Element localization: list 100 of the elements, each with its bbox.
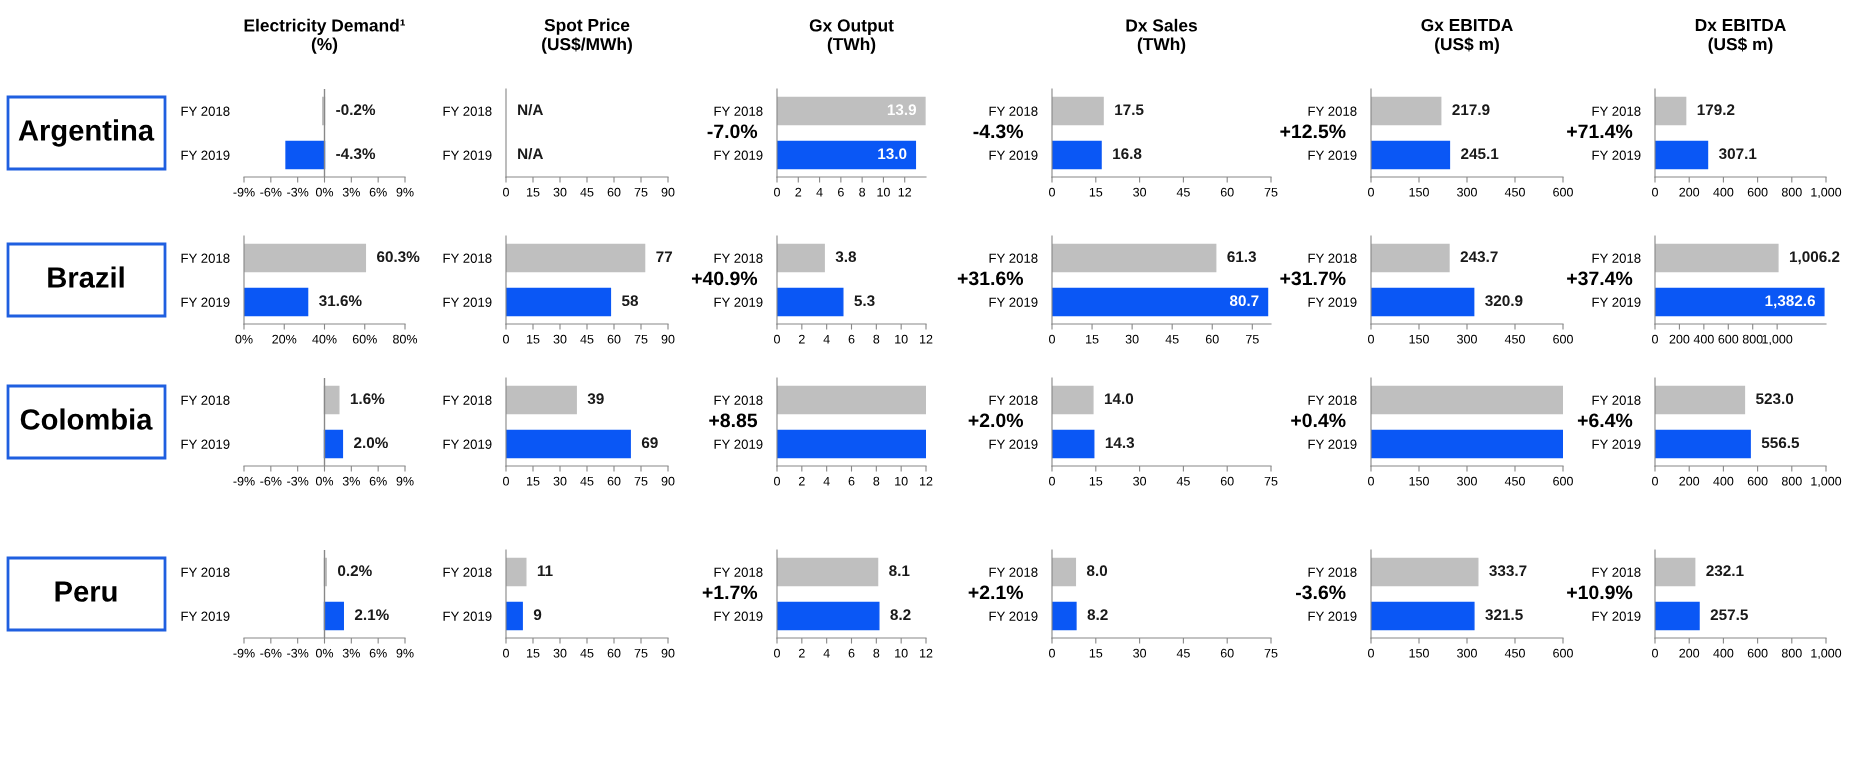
x-tick-label: -6%	[260, 187, 282, 197]
y-tick-label: FY 2018	[443, 395, 492, 405]
x-tick-label: 600	[1747, 187, 1768, 197]
x-tick-label: 4	[816, 187, 823, 197]
x-tick-label: 800	[1781, 648, 1802, 658]
data-label: 523.0	[1756, 393, 1794, 405]
x-tick-label: 0	[1049, 187, 1055, 197]
x-tick-label: 2	[798, 334, 805, 344]
x-tick-label: 150	[1409, 187, 1429, 197]
x-tick-label: 600	[1747, 648, 1768, 658]
x-tick-label: 15	[1089, 476, 1103, 486]
y-tick-label: FY 2019	[714, 150, 763, 160]
x-tick-label: 60	[1220, 648, 1234, 658]
x-tick-label: 6	[848, 648, 855, 658]
x-tick-label: -3%	[287, 648, 309, 658]
y-tick-label: FY 2019	[714, 611, 763, 621]
x-tick-label: 6	[848, 476, 855, 486]
y-axis-title: Colombia	[20, 408, 153, 430]
x-tick-label: 1,000	[1811, 648, 1842, 660]
data-label: 1,382.6	[1765, 295, 1815, 309]
x-tick-label: 45	[1176, 187, 1190, 197]
data-label: 8.2	[1087, 609, 1108, 621]
x-tick-label: 600	[1747, 476, 1768, 486]
x-tick-label: 3%	[342, 648, 360, 658]
x-tick-label: 40%	[312, 334, 337, 344]
y-tick-label: FY 2018	[1592, 253, 1641, 263]
y-axis-title: Peru	[55, 581, 117, 602]
x-tick-label: 600	[1553, 476, 1573, 486]
data-label: 58	[621, 295, 639, 307]
x-tick-label: 450	[1504, 334, 1525, 344]
x-tick-label: 75	[1264, 187, 1278, 197]
x-tick-label: 45	[1176, 476, 1190, 486]
x-tick-label: 75	[634, 334, 648, 344]
text: +40.9%	[691, 271, 758, 286]
y-tick-label: FY 2019	[1308, 439, 1357, 449]
y-tick-label: FY 2019	[1592, 150, 1641, 160]
x-tick-label: 15	[1086, 334, 1099, 344]
x-tick-label: 75	[1245, 334, 1259, 344]
data-label: 16.8	[1113, 148, 1142, 160]
x-tick-label: 45	[1165, 334, 1179, 344]
data-label: 257.5	[1710, 609, 1748, 621]
x-tick-label: 0	[1652, 334, 1658, 344]
x-tick-label: 2	[798, 476, 805, 486]
y-axis-title: Brazil	[48, 266, 124, 288]
x-tick-label: 8	[873, 476, 880, 486]
y-tick-label: FY 2018	[181, 395, 230, 405]
data-label: 2.0%	[354, 437, 388, 449]
data-label: 5.3	[854, 295, 875, 307]
x-tick-label: 0	[1652, 187, 1658, 197]
x-tick-label: 200	[1679, 187, 1700, 197]
x-tick-label: 60	[1220, 187, 1234, 197]
data-label: 31.6%	[319, 295, 362, 307]
text: -4.3%	[973, 124, 1024, 139]
x-tick-label: 30	[1133, 648, 1147, 658]
x-tick-label: 0	[1049, 334, 1055, 344]
y-tick-label: FY 2018	[714, 567, 763, 577]
y-tick-label: FY 2019	[1308, 611, 1357, 621]
y-tick-label: FY 2018	[181, 567, 230, 577]
chart-title: Dx EBITDA (US$ m)	[1695, 19, 1786, 54]
x-tick-label: 12	[898, 187, 912, 197]
text: +31.6%	[957, 271, 1024, 286]
y-tick-label: FY 2019	[443, 150, 492, 160]
x-tick-label: 45	[580, 187, 594, 197]
data-label: 61.3	[1227, 251, 1257, 263]
x-tick-label: 4	[823, 476, 830, 486]
x-tick-label: 75	[1264, 648, 1278, 658]
text: -3.6%	[1296, 585, 1346, 600]
x-tick-label: 450	[1504, 476, 1525, 486]
x-tick-label: 0	[1652, 648, 1658, 658]
x-tick-label: 400	[1713, 648, 1734, 658]
text: -7.0%	[707, 124, 758, 139]
data-label: 217.9	[1452, 104, 1490, 116]
x-tick-label: 0	[503, 187, 509, 197]
data-label: 13.9	[887, 104, 917, 116]
y-tick-label: FY 2018	[181, 106, 230, 116]
y-tick-label: FY 2018	[443, 567, 492, 577]
y-tick-label: FY 2018	[989, 567, 1038, 577]
text: +12.5%	[1280, 124, 1346, 139]
x-tick-label: 3%	[342, 187, 360, 197]
x-tick-label: -9%	[233, 476, 255, 486]
x-tick-label: 600	[1553, 187, 1573, 197]
x-tick-label: 75	[634, 476, 648, 486]
x-tick-label: 9%	[396, 648, 414, 658]
x-tick-label: 60%	[352, 334, 377, 344]
y-tick-label: FY 2019	[714, 439, 763, 449]
x-tick-label: -9%	[233, 187, 255, 197]
data-label: 333.7	[1489, 565, 1527, 577]
y-tick-label: FY 2018	[181, 253, 230, 263]
data-label: 17.5	[1115, 104, 1144, 116]
x-tick-label: 0	[503, 476, 509, 486]
x-tick-label: 0	[774, 187, 780, 197]
data-label: 320.9	[1485, 295, 1523, 307]
x-tick-label: 6%	[369, 187, 387, 197]
x-tick-label: 450	[1504, 187, 1525, 197]
x-tick-label: 80%	[393, 334, 418, 344]
y-tick-label: FY 2019	[443, 611, 492, 621]
y-tick-label: FY 2019	[989, 439, 1038, 449]
x-tick-label: 150	[1409, 334, 1429, 344]
data-label: 14.3	[1105, 437, 1135, 449]
y-tick-label: FY 2018	[1592, 567, 1641, 577]
